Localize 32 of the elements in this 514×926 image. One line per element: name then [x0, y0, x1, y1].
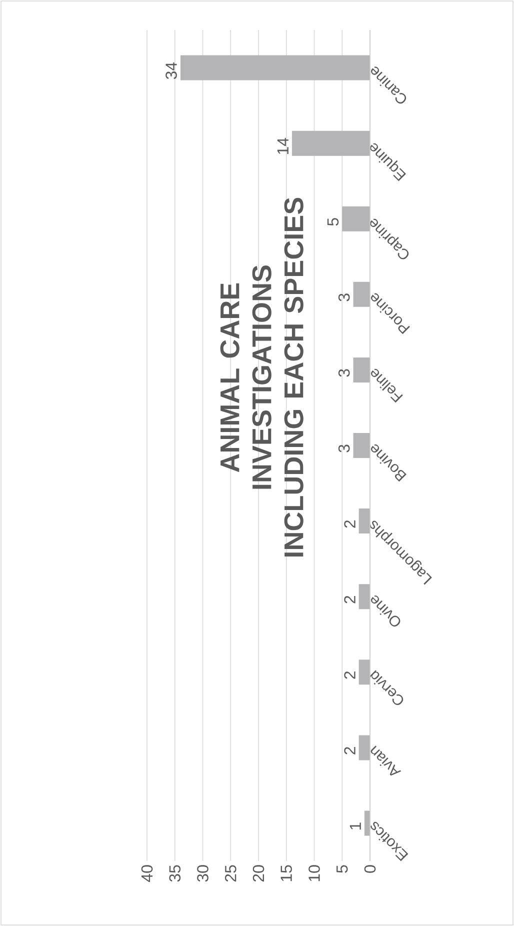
data-label: 3	[338, 444, 350, 452]
bar	[353, 433, 370, 458]
data-label: 3	[338, 369, 350, 377]
x-tick-label: 20	[252, 865, 264, 882]
bar	[342, 206, 370, 232]
data-label: 2	[344, 672, 356, 679]
x-tick-label: 0	[364, 865, 376, 873]
bar	[358, 508, 370, 534]
bar	[364, 810, 370, 836]
x-tick-label: 30	[197, 865, 208, 882]
x-tick-label: 25	[224, 865, 236, 882]
data-label: 34	[166, 62, 177, 80]
bar	[353, 282, 370, 307]
data-label: 5	[327, 218, 339, 226]
x-tick-label: 35	[169, 865, 181, 882]
x-tick-label: 5	[336, 865, 348, 873]
x-tick-label: 40	[141, 865, 153, 882]
bar	[358, 584, 370, 610]
text: ANIMAL CARE INVESTIGATIONS INCLUDING EACH SPECIES	[220, 198, 304, 556]
x-tick-label: 15	[280, 865, 292, 882]
bar	[353, 357, 370, 382]
data-label: 2	[344, 596, 356, 604]
x-tick-label: 10	[308, 865, 320, 882]
data-label: 14	[277, 138, 288, 154]
bar	[358, 660, 370, 685]
data-label: 3	[338, 294, 350, 302]
bar	[180, 55, 370, 80]
data-label: 2	[344, 520, 356, 528]
bar	[358, 735, 370, 760]
data-label: 1	[350, 822, 361, 830]
data-label: 2	[344, 747, 356, 754]
bar	[292, 130, 370, 156]
